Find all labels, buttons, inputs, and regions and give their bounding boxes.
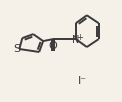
Text: O: O <box>49 41 57 51</box>
Text: I⁻: I⁻ <box>78 76 87 86</box>
Text: S: S <box>13 44 20 54</box>
Text: +: + <box>77 33 83 42</box>
Text: N: N <box>72 35 80 45</box>
